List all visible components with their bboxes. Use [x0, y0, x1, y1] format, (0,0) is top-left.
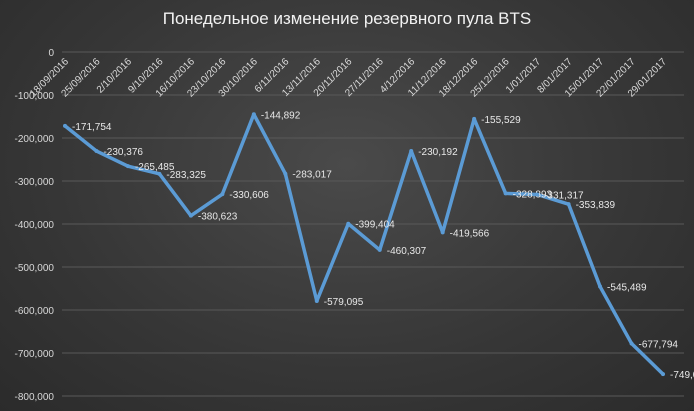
y-tick-label: 0 [48, 48, 54, 59]
series-line [63, 112, 665, 376]
data-label: -419,566 [450, 228, 490, 239]
data-point [629, 341, 634, 346]
data-label: -171,754 [72, 122, 112, 133]
chart-title: Понедельное изменение резервного пула BT… [162, 9, 532, 28]
data-point [314, 299, 319, 304]
data-point [94, 149, 99, 154]
data-label: -460,307 [387, 246, 427, 257]
y-tick-label: -600,000 [15, 306, 55, 317]
data-point [503, 191, 508, 196]
data-label: -328,893 [513, 189, 553, 200]
data-label: -330,606 [229, 190, 269, 201]
data-label: -230,192 [418, 147, 458, 158]
y-tick-label: -100,000 [15, 91, 55, 102]
data-point [63, 123, 67, 128]
data-label: -749,080 [670, 370, 694, 381]
data-point [661, 372, 665, 377]
data-point [251, 112, 256, 117]
data-label: -579,095 [324, 297, 364, 308]
data-label: -283,325 [166, 170, 206, 181]
data-label: -545,489 [607, 283, 647, 294]
data-point [125, 164, 130, 169]
y-tick-label: -300,000 [15, 177, 55, 188]
data-point [566, 202, 571, 207]
y-tick-label: -700,000 [15, 349, 55, 360]
y-tick-label: -500,000 [15, 263, 55, 274]
data-point [409, 148, 414, 153]
data-label: -283,017 [292, 170, 332, 181]
data-label: -677,794 [639, 339, 679, 350]
data-point [188, 213, 193, 218]
data-point [220, 192, 225, 197]
data-label: -230,376 [103, 147, 143, 158]
y-tick-label: -200,000 [15, 134, 55, 145]
data-label: -331,317 [544, 190, 584, 201]
data-point [598, 284, 603, 289]
data-label: -353,839 [576, 200, 616, 211]
data-label: -155,529 [481, 115, 521, 126]
data-point [472, 116, 477, 121]
data-point [377, 247, 382, 252]
y-tick-label: -800,000 [15, 392, 55, 403]
data-point [440, 230, 445, 235]
data-point [535, 192, 540, 197]
y-tick-label: -400,000 [15, 220, 55, 231]
data-label: -399,404 [355, 220, 395, 231]
data-label: -265,485 [135, 162, 175, 173]
data-label: -380,623 [198, 212, 238, 223]
data-point [283, 171, 288, 176]
data-label: -144,892 [261, 110, 301, 121]
data-point [346, 221, 351, 226]
data-point [157, 171, 162, 176]
